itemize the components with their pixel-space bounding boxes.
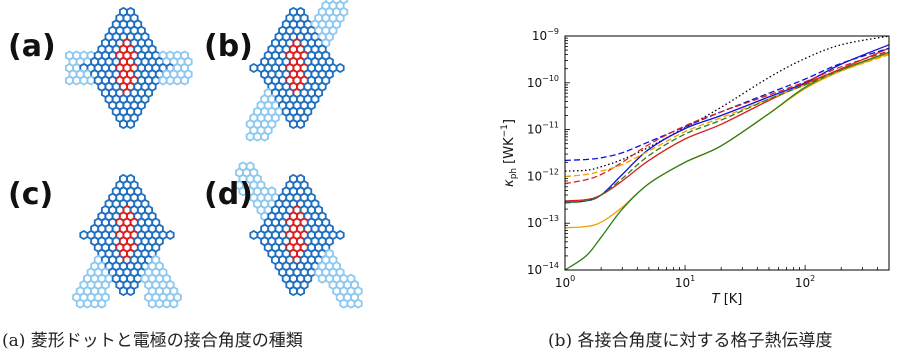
y-tick-label: 10−9 <box>532 27 559 43</box>
x-tick-label: 101 <box>675 274 695 290</box>
series-layer <box>565 36 889 270</box>
y-tick-label: 10−12 <box>527 167 559 183</box>
panel-label: (a) <box>8 29 56 64</box>
y-tick-label: 10−13 <box>527 214 559 230</box>
panel-label: (d) <box>204 177 253 212</box>
lattice-panel <box>245 0 349 142</box>
y-axis-label-unit: [WK <box>502 137 517 164</box>
y-tick-label: 10−10 <box>527 74 559 90</box>
series-line <box>565 36 889 172</box>
y-axis-label-symbol: κ <box>502 179 517 187</box>
x-axis-label-unit: [K] <box>720 292 743 307</box>
tick-labels: 100 101 102 10−14 10−13 10−12 10−11 10−10 10−9 <box>527 27 815 290</box>
lattice-panel <box>234 161 363 309</box>
panel-label: (c) <box>8 177 53 212</box>
y-axis-label-sub: ph <box>509 168 519 179</box>
series-line <box>565 52 889 229</box>
lattice-panel <box>72 173 182 309</box>
y-tick-label: 10−11 <box>527 121 559 137</box>
panel-label: (b) <box>204 29 253 64</box>
series-line <box>565 51 889 204</box>
x-axis-label: T [K] <box>712 292 743 307</box>
caption-b: (b) 各接合角度に対する格子熱伝導度 <box>548 331 833 351</box>
series-line <box>565 47 889 162</box>
caption-a: (a) 菱形ドットと電極の接合角度の種類 <box>2 331 303 351</box>
x-axis-label-symbol: T <box>712 292 721 307</box>
plot-frame <box>564 35 890 271</box>
series-line <box>565 50 889 185</box>
y-axis-label-close: ] <box>502 119 517 124</box>
axis-ticks <box>564 37 890 271</box>
y-axis-label: κph [WK−1] <box>500 119 519 187</box>
x-tick-label: 100 <box>555 274 575 290</box>
y-tick-label: 10−14 <box>527 261 559 277</box>
lattice-figure: (a) (b) (c) (d) <box>8 0 363 309</box>
lattice-panel <box>65 6 193 130</box>
y-axis-label-sup: −1 <box>500 124 510 137</box>
series-line <box>565 51 889 270</box>
conductance-chart: 100 101 102 10−14 10−13 10−12 10−11 10−10 10−9 T… <box>500 27 890 307</box>
x-tick-label: 102 <box>795 274 815 290</box>
series-line <box>565 53 889 178</box>
